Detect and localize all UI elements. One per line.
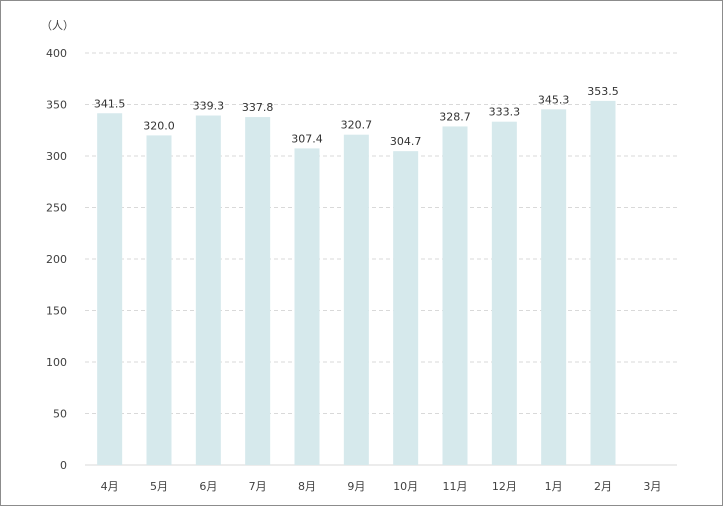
data-label-7: 304.7 — [390, 135, 422, 148]
bar-8 — [442, 126, 468, 466]
x-tick-label-6: 9月 — [347, 480, 365, 493]
y-tick-label-0: 0 — [60, 459, 67, 472]
x-tick-label-2: 5月 — [150, 480, 168, 493]
y-tick-label-200: 200 — [46, 253, 67, 266]
data-label-9: 333.3 — [489, 106, 521, 119]
x-tick-label-8: 11月 — [443, 480, 468, 493]
x-axis-tick-labels: 4月 5月 6月 7月 8月 9月 10月 11月 12月 1月 2月 3月 — [101, 480, 662, 493]
bar-5 — [294, 148, 320, 466]
bar-6 — [343, 134, 369, 465]
y-tick-label-400: 400 — [46, 47, 67, 60]
x-tick-label-4: 7月 — [249, 480, 267, 493]
bar-7 — [393, 151, 419, 465]
x-tick-label-5: 8月 — [298, 480, 316, 493]
y-tick-label-50: 50 — [53, 408, 67, 421]
x-tick-label-10: 1月 — [545, 480, 563, 493]
data-label-6: 320.7 — [341, 119, 373, 132]
data-label-11: 353.5 — [587, 85, 619, 98]
x-tick-label-12: 3月 — [643, 480, 661, 493]
x-tick-label-11: 2月 — [594, 480, 612, 493]
data-label-2: 320.0 — [143, 119, 175, 132]
bar-2 — [146, 135, 172, 465]
bar-11 — [590, 100, 616, 466]
bar-1 — [97, 113, 123, 465]
data-label-8: 328.7 — [439, 110, 471, 123]
bar-4 — [245, 117, 271, 465]
x-tick-label-3: 6月 — [199, 480, 217, 493]
x-tick-label-7: 10月 — [393, 480, 418, 493]
bar-10 — [541, 109, 567, 465]
data-label-4: 337.8 — [242, 101, 274, 114]
gridlines — [85, 52, 677, 466]
y-tick-label-100: 100 — [46, 356, 67, 369]
y-tick-label-300: 300 — [46, 150, 67, 163]
x-tick-label-9: 12月 — [492, 480, 517, 493]
data-labels: 341.5 320.0 339.3 337.8 307.4 320.7 304.7 328.7… — [94, 85, 619, 148]
data-label-5: 307.4 — [291, 132, 323, 145]
y-tick-label-250: 250 — [46, 202, 67, 215]
data-label-10: 345.3 — [538, 93, 570, 106]
y-axis-tick-labels: 0 50 100 150 200 250 300 350 400 — [46, 47, 67, 472]
data-label-3: 339.3 — [193, 100, 225, 113]
bars — [97, 100, 616, 466]
bar-3 — [195, 115, 221, 465]
bar-9 — [491, 121, 517, 466]
y-tick-label-150: 150 — [46, 305, 67, 318]
x-tick-label-1: 4月 — [101, 480, 119, 493]
y-tick-label-350: 350 — [46, 99, 67, 112]
data-label-1: 341.5 — [94, 97, 126, 110]
y-axis-unit-label: （人） — [41, 19, 74, 32]
